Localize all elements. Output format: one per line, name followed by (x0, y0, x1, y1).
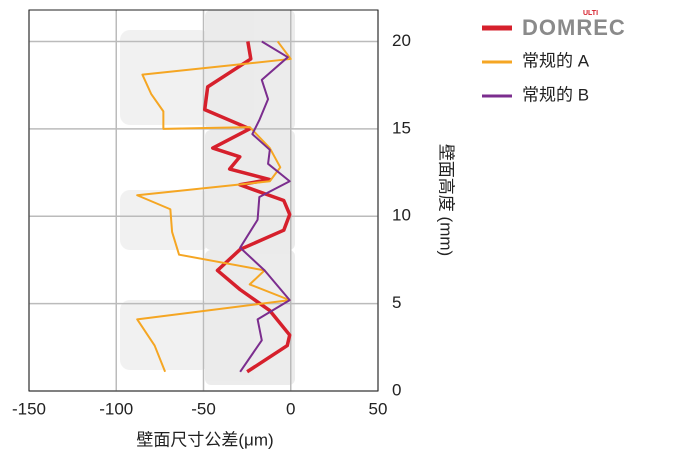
legend-label: 常规的 B (522, 85, 589, 104)
legend-logo-mark: ULTI (583, 10, 598, 17)
x-axis-title: 壁面尺寸公差(μm) (136, 430, 273, 449)
x-tick-label: -50 (191, 399, 216, 418)
y-tick-label: 5 (392, 293, 401, 312)
x-tick-label: 0 (286, 399, 295, 418)
x-tick-label: -150 (12, 399, 46, 418)
y-tick-label: 20 (392, 31, 411, 50)
x-tick-label: -100 (99, 399, 133, 418)
legend-logo: DOMREC (522, 15, 626, 40)
chart: 壁面尺寸公差(μm) 壁面高度 (mm) -150-100-5005005101… (0, 0, 678, 461)
y-tick-label: 10 (392, 206, 411, 225)
legend-label: 常规的 A (522, 51, 590, 70)
background-illustration (120, 10, 295, 385)
x-tick-label: 50 (369, 399, 388, 418)
y-tick-label: 0 (392, 380, 401, 399)
y-axis-title: 壁面高度 (mm) (437, 144, 456, 256)
y-tick-label: 15 (392, 118, 411, 137)
grid (29, 10, 378, 391)
